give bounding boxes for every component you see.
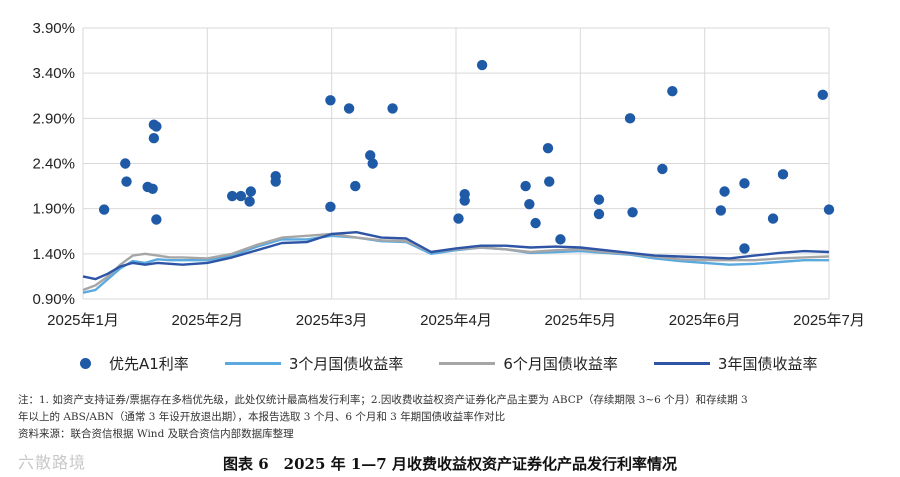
scatter-point: [817, 89, 828, 101]
x-tick-label: 2025年7月: [793, 312, 865, 329]
chart-area: 0.90% 1.40% 1.90% 2.40% 2.90% 3.40% 3.90% 2025…: [32, 20, 865, 329]
y-tick-label: 1.40%: [32, 246, 75, 263]
series-lines: [82, 231, 830, 294]
scatter-point: [387, 103, 398, 114]
figure-caption: 图表 6 2025 年 1—7 月收费收益权资产证券化产品发行利率情况: [223, 455, 677, 473]
scatter-point: [520, 180, 531, 192]
x-tick-label: 2025年3月: [296, 312, 368, 329]
legend-line-icon: [439, 361, 496, 365]
scatter-point: [365, 150, 376, 161]
x-tick-label: 2025年4月: [420, 312, 492, 329]
scatter-point: [739, 243, 750, 254]
scatter-point: [147, 183, 158, 194]
scatter-point: [367, 158, 378, 169]
scatter-point: [593, 194, 605, 205]
legend-dot-icon: [80, 357, 91, 369]
y-tick-label: 0.90%: [32, 291, 75, 308]
x-tick-label: 2025年2月: [171, 312, 243, 329]
scatter-point: [98, 204, 110, 215]
scatter-point: [350, 180, 361, 192]
scatter-point: [544, 176, 555, 187]
series-line-3: [82, 231, 830, 281]
series-line-2: [82, 232, 830, 292]
legend-line-icon: [653, 361, 710, 365]
scatter-point: [148, 133, 160, 144]
scatter-point: [270, 170, 281, 182]
y-tick-label: 3.90%: [32, 20, 75, 37]
legend-label-a1: 优先A1利率: [109, 354, 189, 373]
legend-label-3y: 3年国债收益率: [717, 354, 818, 373]
footnote-line-1: 注：1. 如资产支持证券/票据存在多档优先级，此处仅统计最高档发行利率；2.因收…: [18, 394, 748, 406]
scatter-point: [476, 59, 488, 71]
scatter-point: [555, 234, 566, 245]
scatter-point: [121, 176, 132, 187]
legend-item-3m: 3个月国债收益率: [224, 353, 404, 374]
scatter-point: [325, 201, 336, 213]
scatter-point: [151, 121, 162, 132]
scatter-point: [715, 205, 727, 216]
scatter-point: [657, 163, 668, 175]
y-tick-label: 3.40%: [32, 65, 75, 82]
scatter-point: [627, 207, 638, 218]
scatter-point: [245, 186, 257, 197]
legend-item-a1: 优先A1利率: [80, 353, 189, 374]
scatter-point: [151, 214, 162, 225]
scatter-point: [244, 196, 255, 207]
scatter-point: [453, 213, 464, 224]
legend-label-3m: 3个月国债收益率: [288, 354, 404, 373]
scatter-point: [524, 198, 535, 210]
scatter-point: [823, 204, 835, 215]
scatter-point: [593, 208, 605, 220]
scatter-point: [624, 113, 636, 124]
scatter-point: [667, 86, 678, 97]
scatter-point: [719, 186, 730, 197]
y-axis-tick-labels: 0.90% 1.40% 1.90% 2.40% 2.90% 3.40% 3.90%: [32, 20, 75, 308]
chart-legend: 优先A1利率 3个月国债收益率 6个月国债收益率 3年国债收益率: [80, 350, 870, 376]
scatter-point: [777, 169, 789, 180]
x-axis-tick-labels: 2025年1月 2025年2月 2025年3月 2025年4月 2025年5月 2025年…: [47, 312, 865, 329]
legend-line-icon: [224, 361, 281, 365]
scatter-point: [739, 178, 750, 189]
y-tick-label: 2.90%: [32, 110, 75, 127]
legend-item-3y: 3年国债收益率: [653, 353, 818, 374]
scatter-point: [325, 95, 336, 106]
footnote-line-2: 年以上的 ABS/ABN（通常 3 年设开放退出期），本报告选取 3 个月、6 …: [18, 411, 506, 423]
scatter-point: [530, 217, 541, 229]
series-points: [98, 59, 835, 254]
legend-item-6m: 6个月国债收益率: [439, 353, 618, 374]
x-tick-label: 2025年6月: [669, 312, 741, 329]
scatter-point: [227, 190, 238, 202]
scatter-point: [343, 103, 355, 114]
legend-label-6m: 6个月国债收益率: [503, 354, 618, 373]
scatter-point: [235, 190, 247, 202]
grid-lines: [82, 27, 830, 300]
scatter-point: [120, 158, 131, 169]
watermark-logo: 六散路境: [18, 453, 87, 472]
x-tick-label: 2025年5月: [544, 312, 616, 329]
scatter-point: [767, 213, 779, 224]
source-note: 资料来源：联合资信根据 Wind 及联合资信内部数据库整理: [18, 428, 294, 440]
scatter-point: [459, 195, 470, 206]
scatter-point: [542, 142, 554, 154]
x-tick-label: 2025年1月: [47, 312, 119, 329]
y-tick-label: 1.90%: [32, 201, 75, 218]
y-tick-label: 2.40%: [32, 156, 75, 173]
